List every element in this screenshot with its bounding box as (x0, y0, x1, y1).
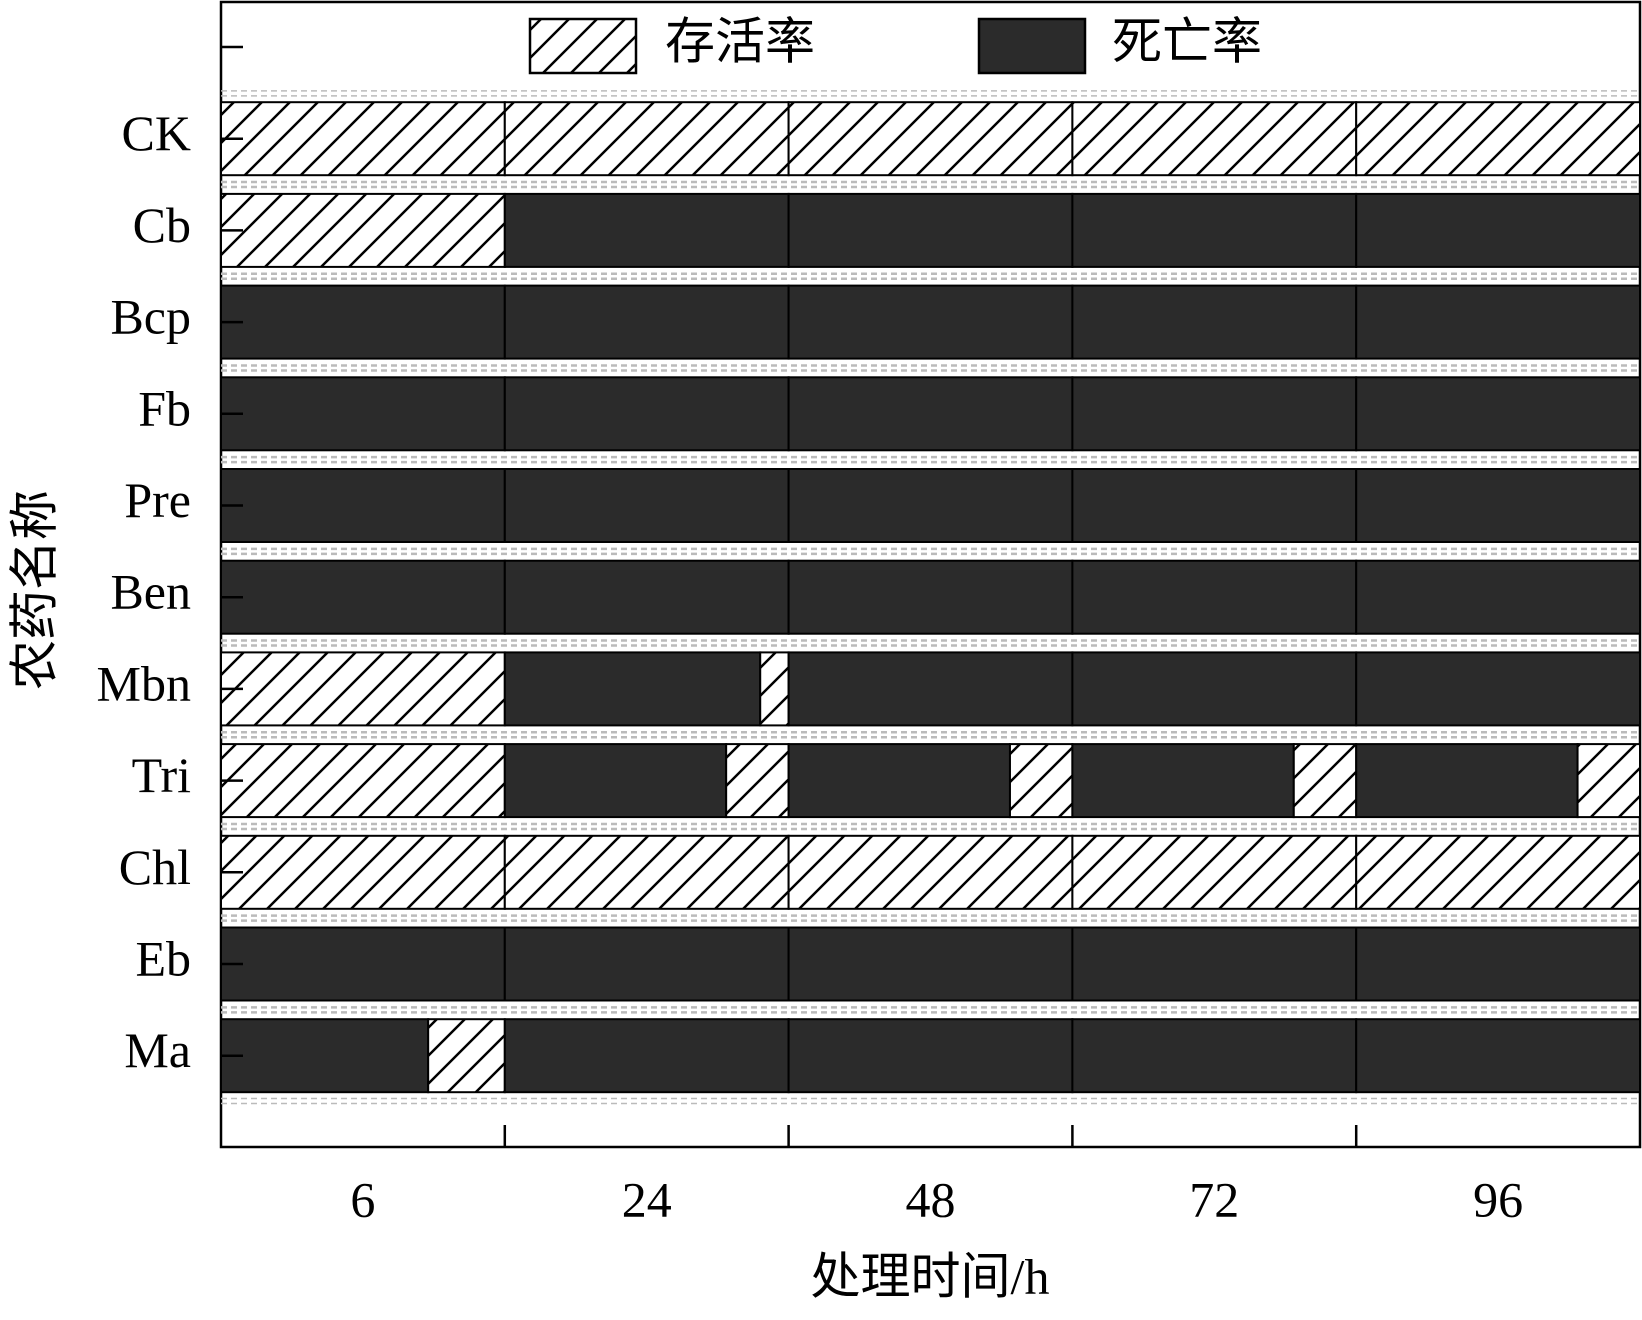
bar-segment (1071, 834, 1358, 910)
bar-segment (1355, 101, 1641, 177)
bar-segment (220, 651, 506, 727)
y-axis-label: 农药名称 (6, 490, 62, 690)
bar-segment (220, 468, 506, 543)
y-tick-label: Pre (124, 472, 191, 528)
x-group-label: 24 (622, 1171, 672, 1227)
bar-segment (1292, 743, 1358, 819)
bar-segment (787, 284, 1074, 360)
bar-segment (1355, 468, 1641, 543)
bar-segment (1071, 743, 1295, 819)
bar-segment (787, 559, 1074, 635)
y-tick-label: Mbn (97, 655, 191, 711)
bar-segment (787, 1018, 1074, 1094)
y-tick-label: Fb (138, 380, 191, 436)
bar-segment (787, 192, 1074, 268)
bar-segment (503, 651, 762, 727)
bar-segment (220, 743, 506, 819)
bar-segment (503, 192, 790, 268)
bar-segment (725, 743, 790, 819)
y-tick-label: CK (122, 105, 191, 161)
bar-segment (1355, 559, 1641, 635)
legend-swatch (977, 17, 1087, 75)
bar-segment (220, 284, 506, 360)
bar-segment (1071, 651, 1358, 727)
bar-segment (503, 926, 790, 1002)
y-tick-label: Ben (110, 564, 191, 620)
bar-segment (787, 468, 1074, 543)
bar-segment (1008, 743, 1074, 819)
bar-segment (1355, 284, 1641, 360)
bar-segment (503, 1018, 790, 1094)
x-group-label: 6 (350, 1171, 375, 1227)
x-group-label: 72 (1189, 1171, 1239, 1227)
bar-segment (220, 559, 506, 635)
bar-segment (1071, 101, 1358, 177)
bar-segment (220, 1018, 430, 1094)
bar-segment (1355, 834, 1641, 910)
bar-segment (1355, 651, 1641, 727)
bar-segment (503, 834, 790, 910)
bar-segment (503, 284, 790, 360)
bar-segment (787, 743, 1011, 819)
x-group-label: 96 (1473, 1171, 1523, 1227)
y-tick-label: Chl (119, 839, 191, 895)
bar-segment (503, 559, 790, 635)
bar-segment (1071, 192, 1358, 268)
bar-segment (1355, 926, 1641, 1002)
bar-segment (427, 1018, 506, 1094)
bar-segment (1071, 284, 1358, 360)
bar-segment (787, 651, 1074, 727)
bar-segment (220, 101, 506, 177)
bar-segment (1071, 1018, 1358, 1094)
bar-segment (787, 834, 1074, 910)
y-tick-label: Cb (133, 197, 191, 253)
legend-swatch (528, 17, 638, 75)
bar-segment (787, 101, 1074, 177)
bar-segment (503, 376, 790, 452)
y-tick-label: Bcp (110, 289, 191, 345)
bar-segment (1355, 376, 1641, 452)
bar-segment (220, 926, 506, 1002)
bar-segment (503, 101, 790, 177)
bar-segment (220, 376, 506, 452)
y-tick-label: Tri (132, 747, 191, 803)
y-tick-label: Ma (124, 1022, 191, 1078)
x-group-label: 48 (906, 1171, 956, 1227)
bar-segment (1071, 926, 1358, 1002)
bar-segment (220, 192, 506, 268)
bar-segment (759, 651, 790, 727)
bar-segment (787, 926, 1074, 1002)
bar-segment (1355, 743, 1579, 819)
legend-label: 死亡率 (1112, 13, 1262, 69)
bar-segment (1071, 559, 1358, 635)
bar-segment (1355, 1018, 1641, 1094)
bar-segment (503, 468, 790, 543)
bar-segment (220, 834, 506, 910)
bar-segment (1071, 468, 1358, 543)
bar-segment (1355, 192, 1641, 268)
legend-label: 存活率 (665, 13, 815, 69)
bar-segment (503, 743, 728, 819)
x-axis-label: 处理时间/h (811, 1248, 1050, 1304)
bar-segment (1071, 376, 1358, 452)
bar-segment (787, 376, 1074, 452)
y-tick-label: Eb (135, 930, 191, 986)
bar-segment (1576, 743, 1641, 819)
